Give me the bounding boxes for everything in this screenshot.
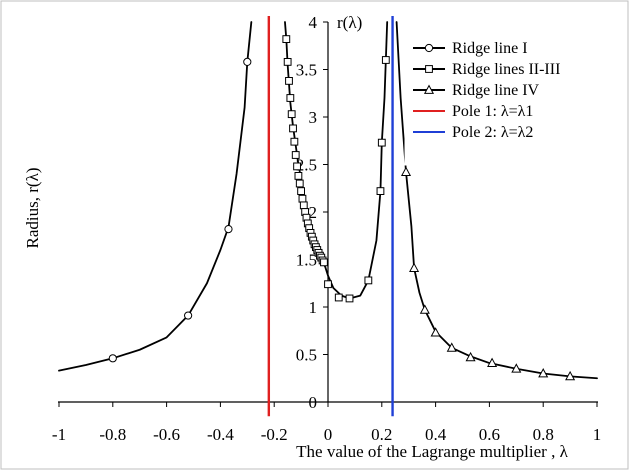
y-tick-label: 0.5 (296, 346, 317, 365)
series-1-marker (108, 354, 117, 363)
series-layer (58, 21, 598, 381)
y-tick-label: 2 (309, 203, 318, 222)
y-tick-label: 3.5 (296, 61, 317, 80)
legend-label-5: Pole 2: λ=λ2 (452, 124, 533, 141)
legend-marker-3 (423, 84, 435, 94)
series-2-marker (293, 162, 301, 171)
series-2-marker (377, 138, 386, 147)
series-2-marker (294, 172, 303, 180)
series-2-marker (282, 35, 291, 44)
series-3-marker (446, 342, 457, 352)
series-2-marker (286, 94, 295, 102)
series-2-marker (334, 293, 343, 302)
series-2-marker (299, 201, 308, 210)
series-2-marker (285, 77, 293, 85)
x-tick-label: 0.4 (425, 425, 447, 444)
series-2-marker (287, 110, 296, 119)
series-2-marker (289, 124, 297, 133)
series-3-marker (511, 363, 522, 373)
legend-label-2: Ridge lines II-III (452, 61, 560, 78)
y-tick-label: 2.5 (296, 156, 317, 175)
x-axis-title: The value of the Lagrange multiplier , λ (296, 442, 568, 461)
axes-layer: -1 -0.8 -0.6 -0.4 -0.2 0 0.2 0.4 0.6 0.8 1 0 0.5 1 1.5… (52, 13, 601, 444)
x-tick-label: 0.8 (533, 425, 554, 444)
series-2-marker (364, 276, 373, 285)
series-2-marker (345, 294, 354, 303)
series-2-marker (297, 187, 306, 195)
series-3-marker (430, 327, 441, 337)
series-2-marker (291, 151, 300, 159)
y-tick-label: 1 (309, 298, 318, 317)
y-tick-label: 1.5 (296, 251, 317, 270)
series-2-marker (283, 58, 292, 66)
series-3-marker (565, 370, 576, 381)
series-1-marker (243, 57, 252, 67)
series-1-marker (224, 225, 233, 234)
x-tick-label: -0.4 (207, 425, 234, 444)
x-tick-label: -0.6 (153, 425, 180, 444)
legend-marker-1 (424, 43, 434, 53)
y-axis-title: Radius, r(λ) (23, 168, 42, 249)
series-2-marker (320, 258, 328, 267)
series-3-marker (419, 304, 430, 314)
series-2-marker (376, 187, 385, 195)
legend-label-4: Pole 1: λ=λ1 (452, 103, 533, 120)
series-3-marker (465, 351, 476, 362)
series-3-marker (400, 166, 412, 176)
x-tick-label: 0 (324, 425, 333, 444)
y-tick-label: 4 (309, 13, 318, 32)
series-2-marker (324, 280, 332, 289)
x-tick-label: -0.8 (99, 425, 126, 444)
legend-marker-2 (425, 65, 433, 73)
series-2-marker (381, 56, 390, 64)
x-tick-label: 0.6 (479, 425, 500, 444)
x-tick-label: -0.2 (261, 425, 288, 444)
series-3-marker (409, 262, 420, 272)
series-2-marker (298, 194, 307, 203)
legend-label-3: Ridge line IV (452, 82, 540, 99)
legend-label-1: Ridge line I (452, 40, 528, 57)
series-1-marker (184, 311, 193, 320)
y-tick-label: 3 (309, 108, 318, 127)
series-3-marker (487, 357, 498, 367)
series-2-marker (295, 179, 304, 188)
pole-layer (267, 16, 394, 417)
series-2-marker (290, 137, 299, 146)
series-3-marker (538, 368, 549, 378)
x-tick-label: -1 (52, 425, 66, 444)
y-tick-label: 0 (309, 393, 318, 412)
x-tick-label: 0.2 (371, 425, 392, 444)
y-axis-inline-label: r(λ) (337, 13, 362, 32)
legend-box (404, 29, 616, 166)
x-tick-label: 1 (593, 425, 602, 444)
legend: Ridge line I Ridge lines II-III Ridge line… (404, 29, 616, 166)
